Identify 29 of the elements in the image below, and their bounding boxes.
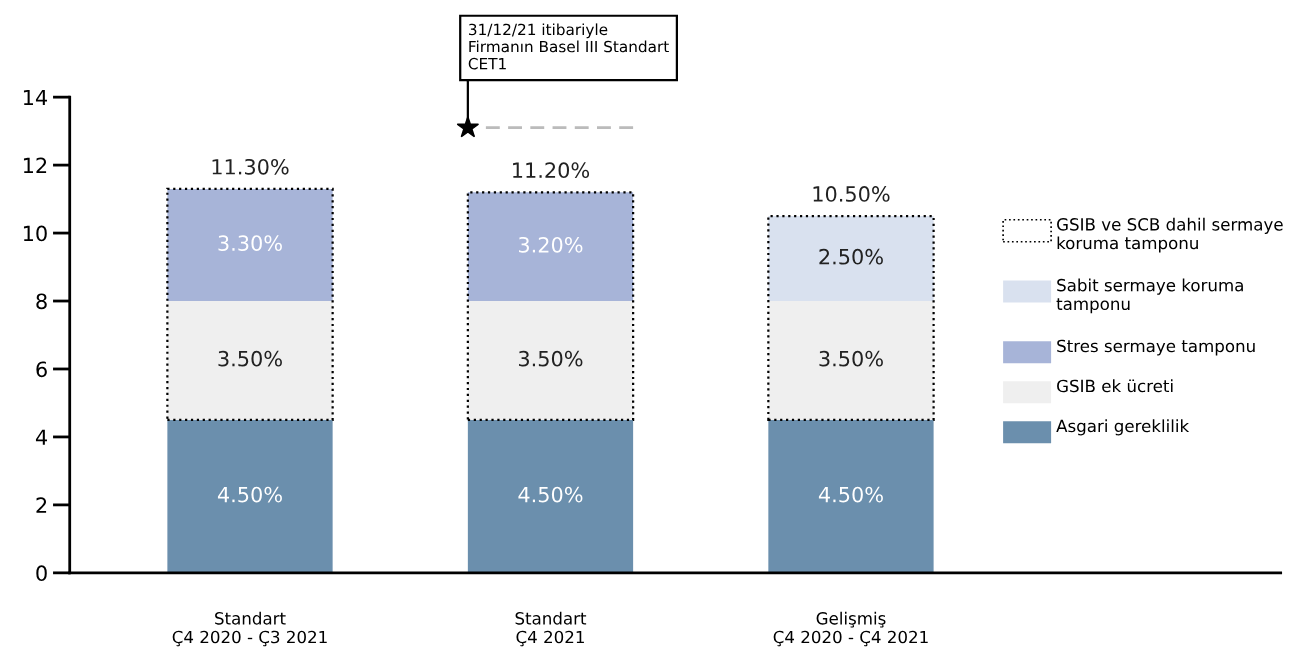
- data-label: 3.20%: [518, 236, 583, 253]
- data-label: 3.50%: [218, 350, 282, 367]
- total-label: 11.30%: [212, 158, 289, 175]
- total-label: 11.20%: [513, 162, 590, 179]
- y-tick-label: 14: [23, 89, 48, 106]
- legend-label: GSIB ek ücreti: [1057, 379, 1173, 393]
- y-tick-label: 10: [23, 225, 47, 242]
- y-tick-label: 8: [36, 293, 47, 310]
- data-label: 4.50%: [217, 486, 282, 503]
- data-label: 2.50%: [819, 248, 883, 265]
- data-label: 3.30%: [218, 235, 282, 251]
- data-label: 4.50%: [518, 486, 583, 503]
- data-label: 3.50%: [518, 350, 583, 367]
- x-tick-label: Standart Ç4 2020 - Ç3 2021: [172, 611, 327, 647]
- y-tick-label: 0: [36, 565, 47, 582]
- x-tick-label: Gelişmiş Ç4 2020 - Ç4 2021: [773, 611, 928, 647]
- data-label: 4.50%: [818, 486, 883, 503]
- legend-label: Stres sermaye tamponu: [1057, 339, 1255, 356]
- y-tick-label: 6: [36, 361, 47, 378]
- text: 31/12/21 itibariyle Firmanın Basel III Standart CET1: [468, 23, 669, 70]
- data-label: 3.50%: [819, 350, 883, 367]
- x-tick-label: Standart Ç4 2021: [515, 611, 587, 647]
- legend-label: Asgari gereklilik: [1056, 419, 1190, 436]
- y-tick-label: 12: [23, 157, 47, 174]
- legend-label: Sabit sermaye koruma tamponu: [1056, 278, 1243, 314]
- y-tick-label: 4: [35, 429, 48, 445]
- y-tick-label: 2: [36, 497, 47, 513]
- total-label: 10.50%: [813, 186, 890, 202]
- text: GSIB ve SCB dahil sermaye koruma tamponu: [1057, 217, 1283, 253]
